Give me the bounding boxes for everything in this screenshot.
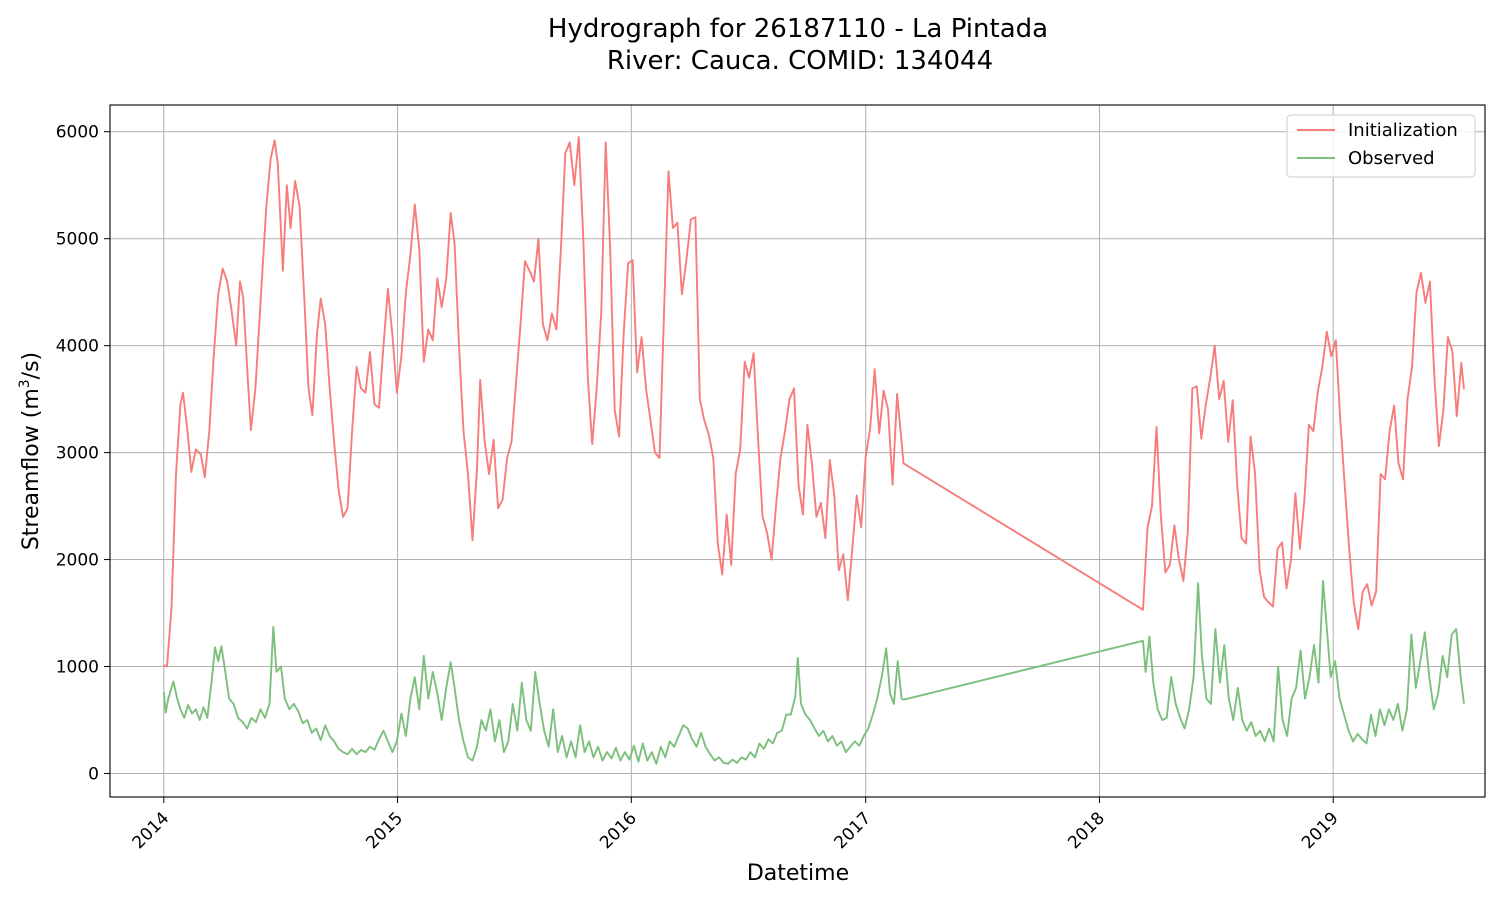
y-tick-label: 1000 — [56, 658, 99, 678]
y-tick-label: 6000 — [56, 123, 99, 143]
grid-layer — [110, 105, 1485, 797]
plot-frame — [109, 104, 1486, 798]
chart-title-line1: Hydrograph for 26187110 - La Pintada — [548, 14, 1048, 44]
y-axis-label-tail: /s) — [19, 352, 44, 379]
series-line-initialization — [162, 136, 1465, 668]
y-tick-label: 3000 — [56, 444, 99, 464]
series-layer — [162, 136, 1465, 765]
legend-label-initialization: Initialization — [1348, 120, 1458, 141]
chart-title-line2: River: Cauca. COMID: 134044 — [607, 46, 993, 76]
y-axis-label: Streamflow (m3/s) — [17, 352, 44, 550]
y-tick-label: 5000 — [56, 230, 99, 250]
y-tick-label: 0 — [88, 764, 99, 784]
y-axis-label-main: Streamflow (m — [19, 388, 44, 550]
series-line-observed — [162, 580, 1465, 765]
legend-label-observed: Observed — [1348, 148, 1435, 169]
y-tick-label: 4000 — [56, 337, 99, 357]
y-tick-label: 2000 — [56, 551, 99, 571]
y-axis-label-superscript: 3 — [17, 379, 33, 388]
legend: Initialization Observed — [1286, 114, 1476, 178]
x-axis-label: Datetime — [747, 861, 849, 886]
